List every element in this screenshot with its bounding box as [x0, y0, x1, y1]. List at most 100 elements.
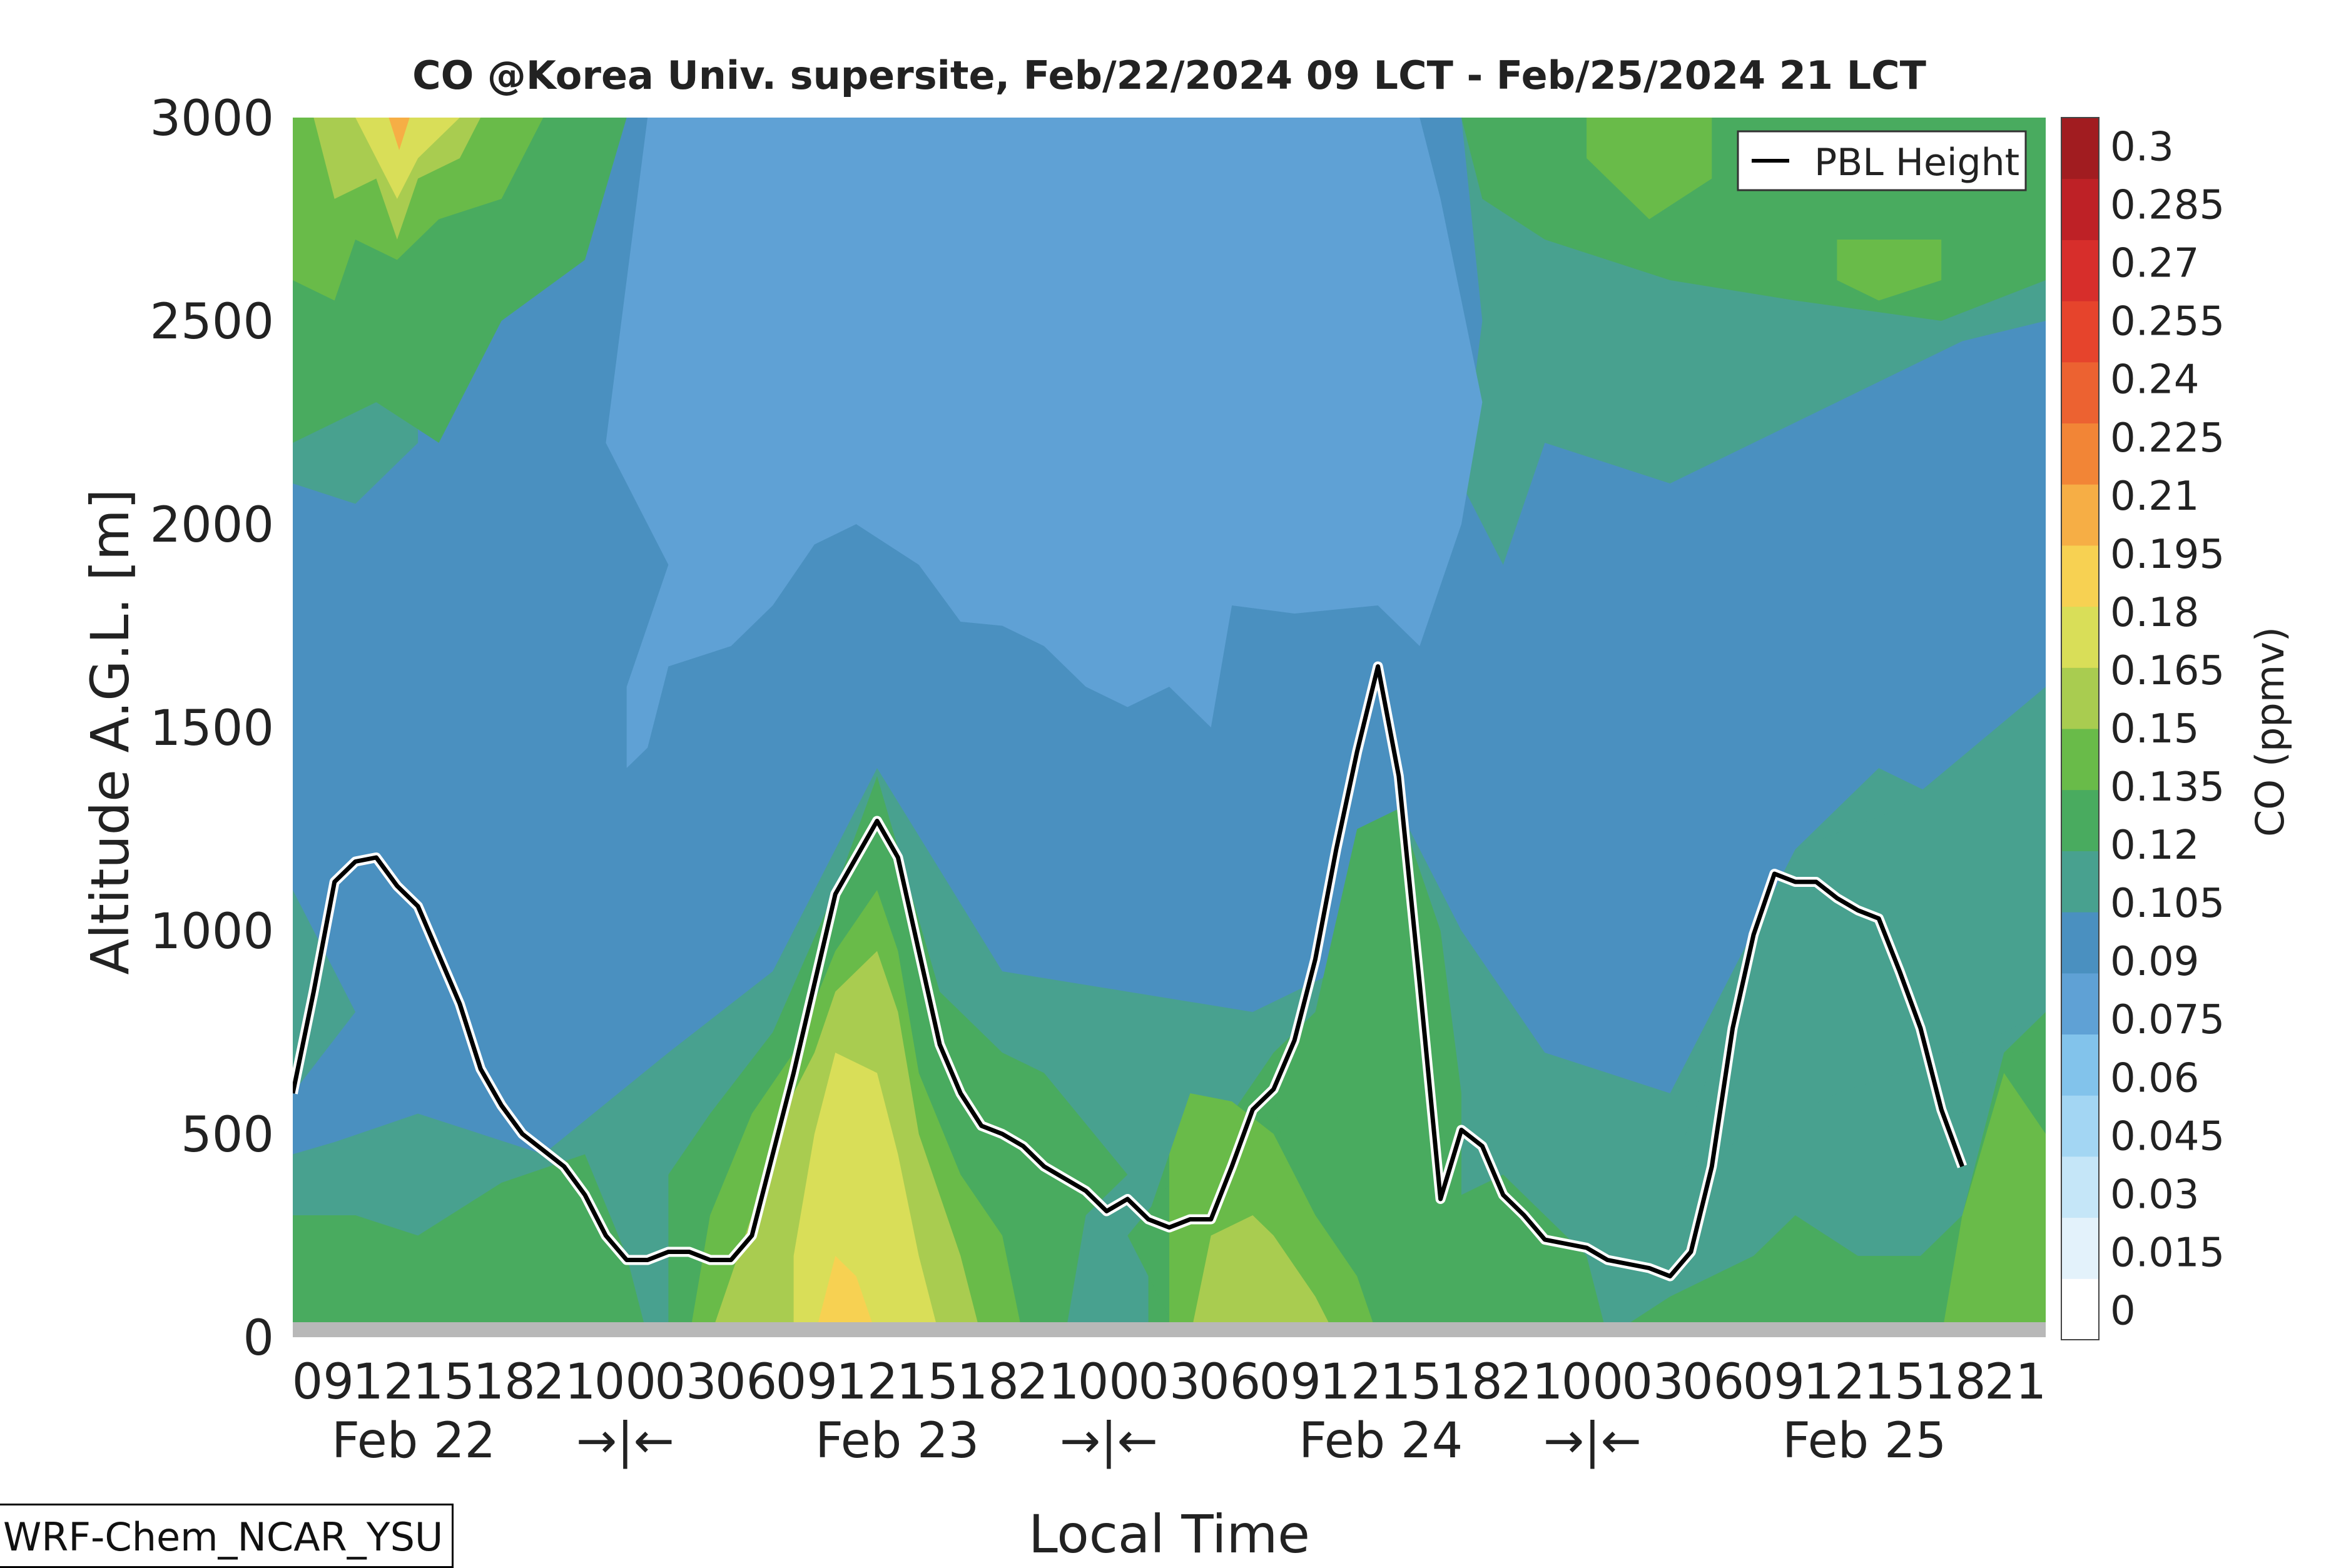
colorbar-swatch: [2061, 118, 2099, 180]
field-green-bottomright: [1607, 1012, 2046, 1337]
x-tick-label: 21: [1501, 1354, 1563, 1410]
colorbar-tick-label: 0.15: [2110, 706, 2200, 752]
y-axis: 0 500 1000 1500 2000 2500 3000: [150, 91, 274, 1367]
colorbar-swatch: [2061, 729, 2099, 791]
colorbar-swatch: [2061, 973, 2099, 1034]
colorbar-swatch: [2061, 545, 2099, 607]
x-tick-label: 18: [957, 1354, 1019, 1410]
colorbar-tick-label: 0.105: [2110, 881, 2225, 927]
colorbar-tick-label: 0.075: [2110, 997, 2225, 1043]
colorbar-tick-label: 0.12: [2110, 822, 2200, 869]
x-day-label: Feb 22: [332, 1413, 495, 1469]
field-teal-right-mid: [1670, 687, 2046, 1175]
x-day-label: Feb 25: [1782, 1413, 1946, 1469]
x-tick-label: 06: [1682, 1354, 1744, 1410]
model-label: WRF-Chem_NCAR_YSU: [0, 1504, 454, 1568]
colorbar-swatch: [2061, 912, 2099, 974]
field-yellow-topleft: [355, 118, 460, 199]
x-tick-label: 09: [776, 1354, 838, 1410]
x-tick-label: 18: [474, 1354, 536, 1410]
x-day-label: →|←: [576, 1413, 674, 1469]
y-tick-label: 500: [181, 1107, 274, 1163]
y-tick-label: 0: [243, 1310, 274, 1367]
x-day-label: →|←: [1543, 1413, 1642, 1469]
x-tick-label: 21: [1984, 1354, 2046, 1410]
legend: PBL Height: [1737, 130, 2027, 191]
legend-label: PBL Height: [1814, 141, 2019, 185]
colorbar-tick-label: 0: [2110, 1288, 2136, 1334]
colorbar-swatch: [2061, 1217, 2099, 1279]
colorbar-swatch: [2061, 1095, 2099, 1157]
x-tick-label: 12: [836, 1354, 898, 1410]
legend-box: [1737, 130, 2027, 191]
x-day-label: Feb 23: [815, 1413, 979, 1469]
colorbar-tick-label: 0.3: [2110, 124, 2174, 171]
x-tick-label: 09: [1259, 1354, 1321, 1410]
colorbar-swatch: [2061, 178, 2099, 240]
field-lightgreen-low-right: [1941, 1073, 2046, 1337]
y-tick-label: 1000: [150, 904, 274, 960]
colorbar-frame: [2061, 117, 2100, 1340]
colorbar-tick-label: 0.225: [2110, 415, 2225, 462]
colorbar: 0 0.015 0.03 0.045 0.06 0.075 0.09 0.105 0.12 0.1…: [2061, 117, 2225, 1340]
x-day-label: Feb 24: [1299, 1413, 1463, 1469]
colorbar-swatch: [2061, 423, 2099, 485]
colorbar-tick-label: 0.285: [2110, 183, 2225, 229]
x-tick-label: 06: [715, 1354, 777, 1410]
x-tick-label: 21: [534, 1354, 596, 1410]
x-tick-label: 06: [1199, 1354, 1261, 1410]
x-tick-label: 09: [292, 1354, 354, 1410]
colorbar-swatch: [2061, 606, 2099, 668]
field-yellowgreen-feb24: [1190, 1215, 1336, 1337]
contour-fields: [293, 118, 2046, 1337]
colorbar-swatch: [2061, 1034, 2099, 1096]
colorbar-tick-label: 0.015: [2110, 1230, 2225, 1276]
colorbar-swatch: [2061, 362, 2099, 423]
colorbar-swatch: [2061, 851, 2099, 913]
field-orange-topleft: [388, 118, 410, 150]
colorbar-swatch: [2061, 789, 2099, 851]
x-day-label: →|←: [1060, 1413, 1158, 1469]
colorbar-tick-label: 0.195: [2110, 532, 2225, 578]
y-tick-label: 3000: [150, 91, 274, 147]
colorbar-tick-label: 0.21: [2110, 473, 2200, 520]
colorbar-tick-label: 0.03: [2110, 1171, 2200, 1218]
colorbar-tick-label: 0.06: [2110, 1055, 2200, 1101]
field-lightgreen-topright: [1587, 118, 1712, 220]
field-yellow-feb23: [793, 1053, 940, 1337]
x-tick-label: 00: [1561, 1354, 1623, 1410]
colorbar-tick-label: 0.27: [2110, 241, 2200, 287]
colorbar-swatch: [2061, 484, 2099, 546]
x-tick-label: 12: [1803, 1354, 1865, 1410]
x-tick-label: 09: [1743, 1354, 1805, 1410]
x-tick-label: 00: [594, 1354, 656, 1410]
colorbar-tick-label: 0.18: [2110, 590, 2200, 636]
colorbar-tick-label: 0.255: [2110, 299, 2225, 345]
colorbar-swatch: [2061, 667, 2099, 729]
colorbar-swatch: [2061, 301, 2099, 363]
field-blue-core: [606, 118, 1483, 768]
colorbar-label: CO (ppmv): [2247, 627, 2293, 837]
x-tick-label: 12: [1319, 1354, 1381, 1410]
x-tick-label: 00: [1078, 1354, 1140, 1410]
x-tick-label: 21: [1017, 1354, 1079, 1410]
colorbar-swatch: [2061, 240, 2099, 301]
x-tick-label: 03: [1622, 1354, 1683, 1410]
colorbar-tick-label: 0.09: [2110, 939, 2200, 985]
field-lightgreen-right: [1837, 240, 1942, 301]
pbl-line: [293, 664, 1964, 1278]
field-green-lowleft: [293, 1154, 648, 1337]
x-tick-label: 03: [654, 1354, 716, 1410]
ground-band: [293, 1322, 2046, 1337]
colorbar-swatch: [2061, 1156, 2099, 1218]
y-tick-label: 2500: [150, 294, 274, 350]
x-tick-label: 15: [1380, 1354, 1442, 1410]
chart-title: CO @Korea Univ. supersite, Feb/22/2024 0…: [412, 53, 1926, 98]
x-tick-label: 15: [1864, 1354, 1926, 1410]
x-tick-label: 18: [1440, 1354, 1502, 1410]
colorbar-tick-label: 0.165: [2110, 648, 2225, 694]
y-tick-label: 1500: [150, 701, 274, 757]
pbl-height-line: [293, 661, 1968, 1282]
y-axis-label: Altitude A.G.L. [m]: [79, 489, 141, 975]
colorbar-tick-label: 0.24: [2110, 357, 2200, 403]
